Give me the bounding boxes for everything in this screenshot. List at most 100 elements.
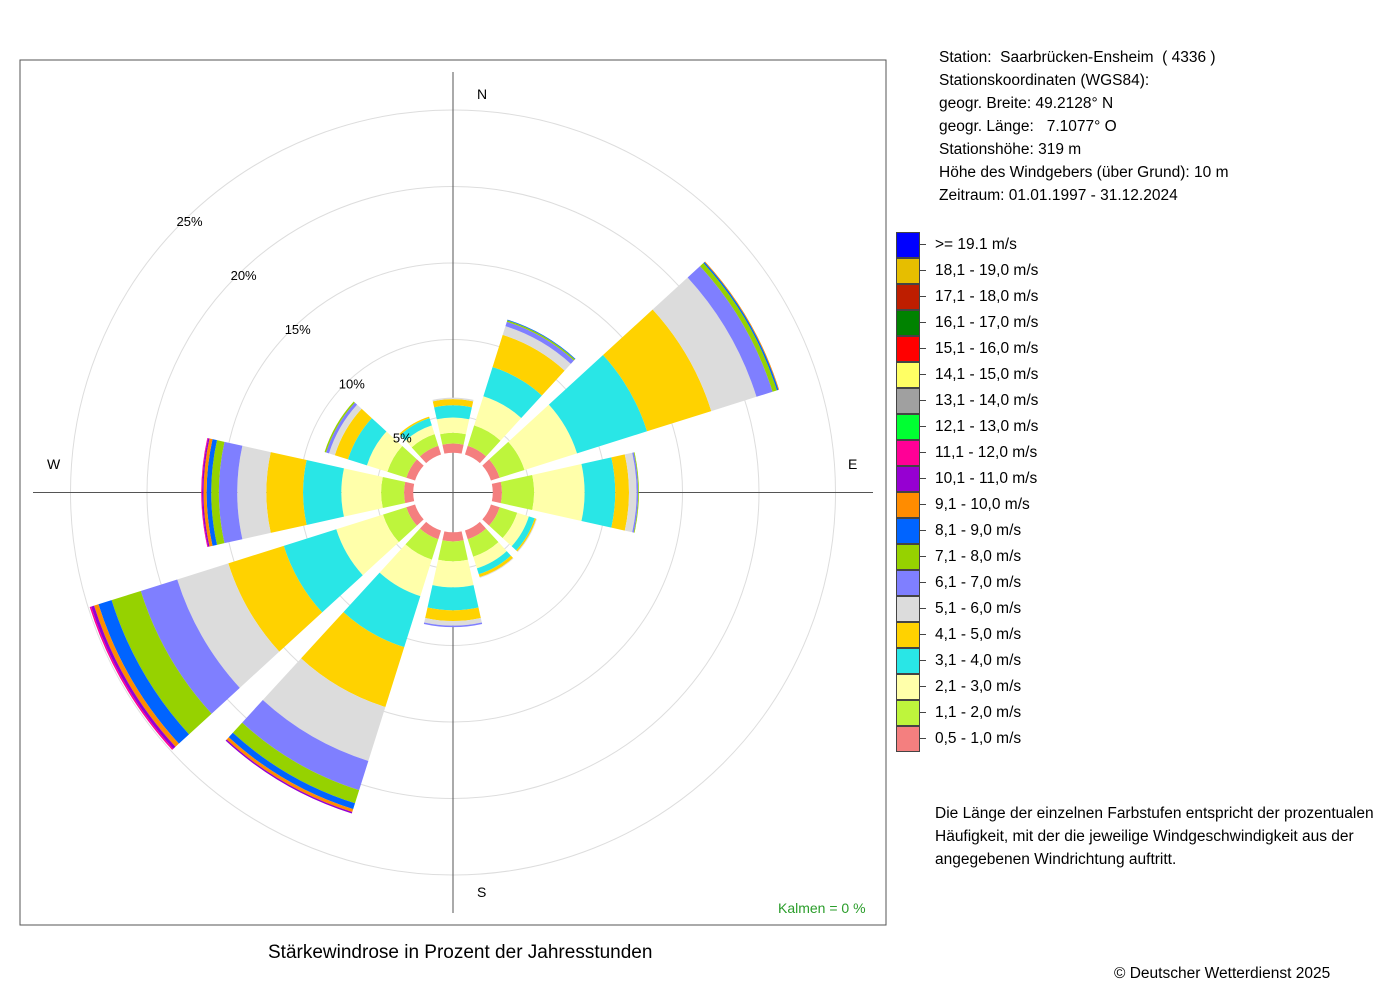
sector-segment xyxy=(700,263,777,392)
legend-tick xyxy=(920,556,926,557)
sector-segment xyxy=(464,521,487,540)
sector-segment xyxy=(489,441,525,478)
sector-segment xyxy=(532,464,585,521)
legend-tick xyxy=(920,530,926,531)
ring-labels: 5% 10% 15% 20% 25% xyxy=(177,214,413,445)
legend-label: 15,1 - 16,0 m/s xyxy=(935,340,1039,357)
sector-segment xyxy=(432,397,474,402)
sector-segment xyxy=(400,418,432,441)
ring-label: 15% xyxy=(285,322,311,337)
legend-swatch xyxy=(896,518,920,544)
sector-segment xyxy=(442,531,464,542)
legend-swatch xyxy=(896,492,920,518)
legend-swatch xyxy=(896,544,920,570)
legend-swatch xyxy=(896,726,920,752)
sector-segment xyxy=(581,457,616,528)
sector-segment xyxy=(482,504,500,526)
note-line: Häufigkeit, mit der die jeweilige Windge… xyxy=(935,828,1354,845)
sector-segment xyxy=(427,585,479,611)
sector-segment xyxy=(424,617,482,626)
legend-tick xyxy=(920,686,926,687)
sector-segment xyxy=(411,434,439,457)
legend-label: >= 19.1 m/s xyxy=(935,236,1017,253)
sector-segment xyxy=(111,590,212,735)
sector-segment xyxy=(228,732,355,810)
sector-segment xyxy=(482,459,500,481)
sector-240deg xyxy=(89,504,424,750)
sector-segment xyxy=(405,425,435,448)
sector-segment xyxy=(232,722,360,804)
copyright-text: © Deutscher Wetterdienst 2025 xyxy=(1114,965,1331,982)
sector-segment xyxy=(516,518,537,552)
sector-210deg xyxy=(225,521,442,814)
sector-segment xyxy=(336,514,399,576)
sector-segment xyxy=(478,555,513,578)
sector-330deg xyxy=(399,416,442,464)
sector-segment xyxy=(432,399,474,408)
time-period: Zeitraum: 01.01.1997 - 31.12.2024 xyxy=(939,187,1178,204)
sector-segment xyxy=(464,445,487,464)
sector-segment xyxy=(202,438,210,547)
sector-segment xyxy=(211,440,225,545)
legend-swatch xyxy=(896,570,920,596)
legend-tick xyxy=(920,608,926,609)
legend-swatch xyxy=(896,440,920,466)
chart-title: Stärkewindrose in Prozent der Jahresstun… xyxy=(268,942,653,963)
sector-segment xyxy=(382,507,417,543)
sector-segment xyxy=(203,438,213,547)
calm-label: Kalmen = 0 % xyxy=(778,900,866,916)
sector-segment xyxy=(177,563,280,688)
sector-segment xyxy=(98,600,190,744)
sector-segment xyxy=(404,481,415,504)
sector-segment xyxy=(473,542,507,569)
sector-segment xyxy=(406,504,424,526)
sector-segment xyxy=(301,612,405,707)
legend-tick xyxy=(920,712,926,713)
sector-segment xyxy=(341,468,383,517)
sector-segment xyxy=(438,540,468,562)
sector-segment xyxy=(343,572,421,648)
sector-segment xyxy=(303,460,344,525)
legend-swatch xyxy=(896,258,920,284)
sector-segment xyxy=(492,334,565,396)
legend-swatch xyxy=(896,388,920,414)
sector-segment xyxy=(502,512,529,547)
sector-segment xyxy=(442,443,464,454)
sector-segment xyxy=(228,545,323,652)
ring-label: 10% xyxy=(339,376,365,391)
station-info: Station: Saarbrücken-Ensheim ( 4336 ) St… xyxy=(939,46,1228,207)
legend-tick xyxy=(920,504,926,505)
sector-segment xyxy=(440,432,466,445)
west-label: W xyxy=(47,456,61,472)
sector-segment xyxy=(387,445,417,478)
sector-segment xyxy=(687,266,773,397)
sector-segment xyxy=(328,404,362,456)
sector-segment xyxy=(624,452,637,533)
sector-segment xyxy=(505,321,574,364)
legend-tick xyxy=(920,296,926,297)
sector-60deg xyxy=(482,261,780,481)
legend-label: 6,1 - 7,0 m/s xyxy=(935,574,1022,591)
sector-30deg xyxy=(464,319,576,464)
sector-segment xyxy=(436,417,470,435)
sector-90deg xyxy=(491,452,639,533)
legend-swatch xyxy=(896,336,920,362)
compass-axes xyxy=(33,72,873,913)
sector-segment xyxy=(206,439,217,546)
ring-label: 20% xyxy=(231,268,257,283)
sector-segment xyxy=(140,579,240,714)
legend-swatch xyxy=(896,648,920,674)
legend-swatch xyxy=(896,362,920,388)
note-line: angegebenen Windrichtung auftritt. xyxy=(935,851,1177,868)
sector-300deg xyxy=(324,401,424,481)
legend-label: 11,1 - 12,0 m/s xyxy=(935,444,1038,461)
sector-segment xyxy=(324,401,355,453)
legend-tick xyxy=(920,322,926,323)
sector-segment xyxy=(381,476,406,509)
sector-segment xyxy=(419,445,442,464)
legend-label: 17,1 - 18,0 m/s xyxy=(935,288,1039,305)
sector-segment xyxy=(611,454,629,531)
legend-tick xyxy=(920,426,926,427)
sector-segment xyxy=(94,604,179,747)
